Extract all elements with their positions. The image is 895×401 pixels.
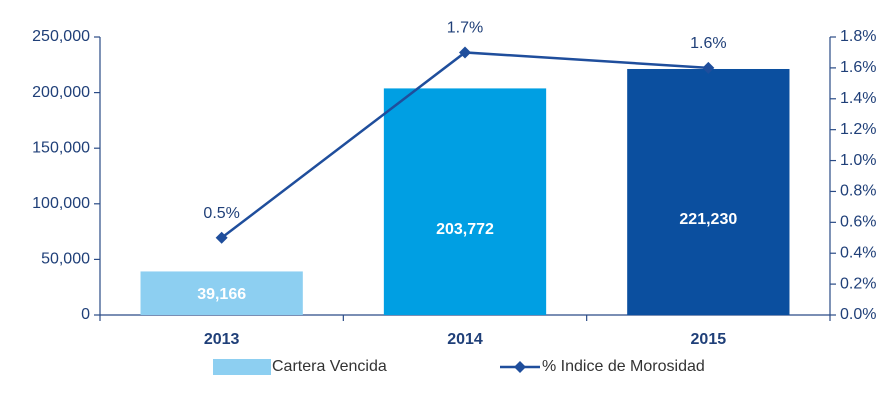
y2-tick-label: 1.0% <box>840 152 876 169</box>
y-tick-label: 0 <box>81 306 90 323</box>
y2-tick-label: 1.4% <box>840 90 876 107</box>
legend-swatch <box>213 359 271 375</box>
line-value-label: 1.7% <box>447 20 483 37</box>
line-value-label: 0.5% <box>203 205 239 222</box>
y-tick-label: 50,000 <box>41 251 90 268</box>
y2-tick-label: 0.2% <box>840 275 876 292</box>
x-tick-label: 2013 <box>204 331 240 348</box>
legend-label: % Indice de Morosidad <box>542 358 705 375</box>
bar <box>383 88 547 315</box>
y2-tick-label: 1.6% <box>840 59 876 76</box>
y-tick-label: 150,000 <box>32 139 90 156</box>
y2-tick-label: 0.6% <box>840 214 876 231</box>
legend-label: Cartera Vencida <box>272 358 387 375</box>
bar <box>627 68 790 315</box>
y2-tick-label: 0.4% <box>840 244 876 261</box>
bar-value-label: 203,772 <box>436 221 494 238</box>
y2-tick-label: 1.8% <box>840 28 876 45</box>
legend-marker <box>514 361 526 373</box>
y-tick-label: 100,000 <box>32 195 90 212</box>
line-value-label: 1.6% <box>690 35 726 52</box>
bar-value-label: 221,230 <box>679 211 737 228</box>
x-tick-label: 2015 <box>691 331 727 348</box>
line-marker <box>459 46 471 59</box>
line-marker <box>215 231 228 244</box>
line-marker <box>702 61 715 74</box>
y-tick-label: 200,000 <box>32 84 90 101</box>
y2-tick-label: 1.2% <box>840 121 876 138</box>
y2-tick-label: 0.0% <box>840 306 876 323</box>
bar-value-label: 39,166 <box>197 286 246 303</box>
y2-tick-label: 0.8% <box>840 183 876 200</box>
bar <box>140 271 303 315</box>
y-tick-label: 250,000 <box>32 28 90 45</box>
x-tick-label: 2014 <box>447 331 483 348</box>
